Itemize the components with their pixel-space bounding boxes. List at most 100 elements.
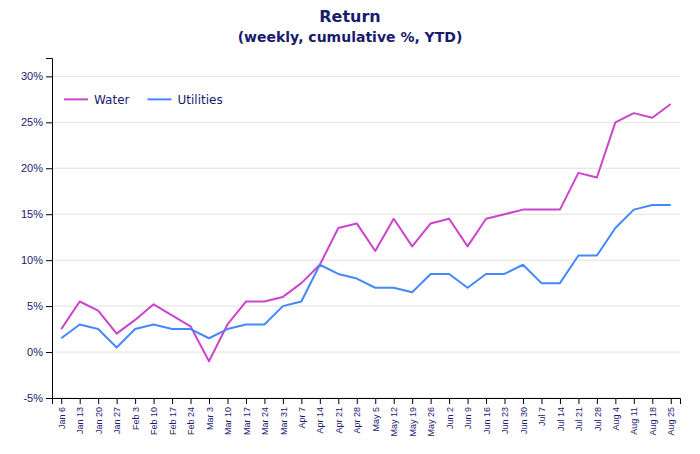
tick-label: May 5 bbox=[371, 407, 381, 432]
tick-label: May 19 bbox=[408, 407, 418, 437]
title: Return bbox=[319, 7, 381, 26]
tick-mark bbox=[46, 168, 52, 169]
tick-mark bbox=[172, 398, 173, 404]
grid-line bbox=[52, 122, 680, 123]
tick-label: Feb 24 bbox=[186, 407, 196, 435]
tick-mark bbox=[46, 122, 52, 123]
x-tick: Jul 21 bbox=[574, 398, 584, 431]
tick-mark bbox=[357, 398, 358, 404]
tick-label: May 12 bbox=[389, 407, 399, 437]
tick-mark bbox=[227, 398, 228, 404]
x-tick: Jun 23 bbox=[500, 398, 510, 434]
grid-line bbox=[52, 260, 680, 261]
tick-label: Feb 10 bbox=[149, 407, 159, 435]
tick-mark bbox=[412, 398, 413, 404]
axis-domain bbox=[46, 59, 53, 399]
tick-label: 20% bbox=[21, 162, 43, 174]
tick-label: 30% bbox=[21, 70, 43, 82]
y-tick: 10% bbox=[21, 254, 52, 266]
x-tick: Jan 20 bbox=[94, 398, 104, 434]
tick-mark bbox=[541, 398, 542, 404]
tick-mark bbox=[191, 398, 192, 404]
tick-label: Aug 18 bbox=[648, 407, 658, 436]
tick-mark bbox=[46, 306, 52, 307]
legend-label: Water bbox=[94, 93, 130, 107]
grid-line bbox=[52, 306, 680, 307]
x-tick: Jul 14 bbox=[556, 398, 566, 431]
tick-mark bbox=[523, 398, 524, 404]
x-tick: May 26 bbox=[426, 398, 436, 437]
x-tick: Mar 3 bbox=[205, 398, 215, 430]
tick-label: Jun 2 bbox=[445, 407, 455, 429]
x-tick: Mar 24 bbox=[260, 398, 270, 435]
tick-mark bbox=[671, 398, 672, 404]
tick-label: Jul 14 bbox=[556, 407, 566, 431]
x-tick: May 19 bbox=[408, 398, 418, 437]
tick-label: -5% bbox=[23, 392, 43, 404]
series-line bbox=[61, 205, 671, 347]
x-tick: Jun 2 bbox=[445, 398, 455, 429]
tick-mark bbox=[449, 398, 450, 404]
tick-mark bbox=[486, 398, 487, 404]
legend-label: Utilities bbox=[177, 93, 222, 107]
tick-mark bbox=[46, 352, 52, 353]
grid-line bbox=[52, 214, 680, 215]
x-tick: Jul 7 bbox=[537, 398, 547, 426]
tick-label: Jan 6 bbox=[57, 407, 67, 429]
legend-item: Utilities bbox=[147, 93, 222, 107]
tick-mark bbox=[634, 398, 635, 404]
grid bbox=[52, 76, 680, 398]
y-tick: 25% bbox=[21, 116, 52, 128]
tick-label: Apr 21 bbox=[334, 407, 344, 434]
tick-mark bbox=[61, 398, 62, 404]
tick-label: 5% bbox=[27, 300, 43, 312]
tick-mark bbox=[98, 398, 99, 404]
x-tick: Feb 3 bbox=[131, 398, 141, 430]
tick-label: Aug 4 bbox=[611, 407, 621, 431]
tick-mark bbox=[154, 398, 155, 404]
tick-label: 25% bbox=[21, 116, 43, 128]
tick-label: Mar 3 bbox=[205, 407, 215, 430]
tick-mark bbox=[394, 398, 395, 404]
tick-label: Jul 21 bbox=[574, 407, 584, 431]
x-tick: Jun 16 bbox=[482, 398, 492, 434]
x-tick: Jan 6 bbox=[57, 398, 67, 429]
x-tick: Mar 17 bbox=[242, 398, 252, 435]
x-tick: Aug 25 bbox=[666, 398, 676, 436]
tick-mark bbox=[46, 398, 52, 399]
x-tick: May 12 bbox=[389, 398, 399, 437]
axis-domain bbox=[53, 399, 681, 405]
tick-label: Jul 7 bbox=[537, 407, 547, 426]
tick-mark bbox=[652, 398, 653, 404]
tick-mark bbox=[46, 260, 52, 261]
tick-mark bbox=[431, 398, 432, 404]
tick-mark bbox=[301, 398, 302, 404]
tick-label: Jun 9 bbox=[463, 407, 473, 429]
x-tick: Aug 18 bbox=[648, 398, 658, 436]
tick-mark bbox=[375, 398, 376, 404]
tick-label: Mar 31 bbox=[279, 407, 289, 435]
y-tick: 20% bbox=[21, 162, 52, 174]
tick-mark bbox=[46, 76, 52, 77]
tick-label: Jun 16 bbox=[482, 407, 492, 434]
x-tick: May 5 bbox=[371, 398, 381, 432]
tick-mark bbox=[80, 398, 81, 404]
tick-mark bbox=[338, 398, 339, 404]
tick-label: Aug 25 bbox=[666, 407, 676, 436]
tick-mark bbox=[560, 398, 561, 404]
tick-label: Jan 20 bbox=[94, 407, 104, 434]
tick-label: Feb 17 bbox=[168, 407, 178, 435]
tick-mark bbox=[135, 398, 136, 404]
plot: -5%0%5%10%15%20%25%30%Jan 6Jan 13Jan 20J… bbox=[21, 59, 681, 437]
tick-mark bbox=[209, 398, 210, 404]
tick-label: Feb 3 bbox=[131, 407, 141, 430]
tick-mark bbox=[246, 398, 247, 404]
tick-label: May 26 bbox=[426, 407, 436, 437]
tick-label: Apr 14 bbox=[315, 407, 325, 434]
y-tick: 0% bbox=[27, 346, 52, 358]
legend-item: Water bbox=[64, 93, 130, 107]
tick-mark bbox=[468, 398, 469, 404]
series-line bbox=[61, 104, 671, 361]
y-axis: -5%0%5%10%15%20%25%30% bbox=[21, 59, 53, 405]
x-tick: Apr 14 bbox=[315, 398, 325, 434]
